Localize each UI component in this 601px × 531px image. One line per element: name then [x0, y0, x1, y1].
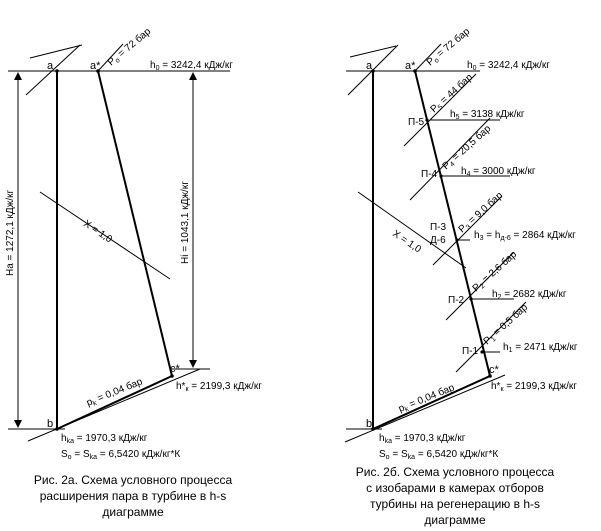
p3-name: П-3 — [430, 222, 447, 233]
isobar-pk-segment — [56, 375, 173, 430]
p5-name: П-5 — [408, 117, 425, 128]
point-b-label: b — [47, 418, 53, 430]
point-a-dot — [55, 69, 59, 73]
caption-a-line: Рис. 2а. Схема условного процесса — [33, 473, 233, 487]
b-hk-star-label: h*к = 2199,3 кДж/кг — [491, 381, 577, 393]
b-s-label: So = Ska = 6,5420 кДж/кг*К — [379, 449, 498, 461]
h0-label: h0 = 3242,4 кДж/кг — [150, 60, 233, 72]
p3-dot — [455, 238, 459, 242]
h1-label: h1 = 2471 кДж/кг — [503, 342, 578, 354]
point-c-star-label: c* — [170, 363, 181, 375]
b-point-a-star-dot — [413, 69, 417, 73]
b-point-b-dot — [371, 427, 375, 431]
h5-label: h5 = 3138 кДж/кг — [450, 109, 525, 121]
b-point-a-label: a — [366, 60, 373, 72]
p1-dot — [480, 350, 484, 354]
hk-star-label: h*к = 2199,3 кДж/кг — [176, 381, 262, 393]
b-p0-label: Po = 72 бар — [424, 25, 473, 69]
p2-dot — [469, 297, 473, 301]
p3-label: P3 = 9,0 бар — [456, 189, 506, 236]
p0-label: Po = 72 бар — [105, 25, 154, 69]
b-hka-label: hka = 1970,3 кДж/кг — [379, 433, 466, 445]
isobar-p2 — [445, 251, 515, 321]
b-point-c-star-dot — [488, 374, 492, 378]
caption-b-line: Рис. 2б. Схема условного процесса — [355, 465, 555, 479]
p5-dot — [425, 118, 429, 122]
caption-a-line: диаграмме — [102, 505, 164, 519]
b-isobar-p0-a-upper — [349, 45, 397, 58]
ha-label: Ha = 1272,1 кДж/кг — [5, 189, 16, 276]
isobar-p5 — [403, 73, 477, 147]
caption-b-line: с изобарами в камерах отборов — [366, 481, 544, 495]
point-a-label: a — [47, 60, 54, 72]
isobar-pk — [27, 368, 201, 442]
point-b-dot — [55, 427, 59, 431]
p2-name: П-2 — [448, 295, 465, 306]
b-point-c-star-label: c* — [489, 364, 500, 376]
caption-b-line: турбины на регенерацию в h-s — [369, 497, 541, 511]
p4-name: П-4 — [421, 169, 438, 180]
hi-label: Hi = 1043,1 кДж/кг — [180, 181, 191, 264]
point-c-star-dot — [170, 374, 174, 378]
b-point-b-label: b — [366, 418, 372, 430]
b-point-a-dot — [371, 69, 375, 73]
b-isobar-p0-line — [414, 43, 442, 72]
b-saturation-line-x1 — [357, 191, 467, 269]
h3-label: h3 = hд-6 = 2864 кДж/кг — [474, 230, 576, 242]
hka-label: hka = 1970,3 кДж/кг — [61, 433, 148, 445]
caption-b: Рис. 2б. Схема условного процесса с изоб… — [330, 464, 580, 528]
p4-dot — [439, 174, 443, 178]
caption-b-line: диаграмме — [424, 513, 486, 527]
d6-name: Д-6 — [430, 235, 446, 246]
b-isobar-pk-segment — [372, 375, 491, 430]
h4-label: h4 = 3000 кДж/кг — [461, 166, 536, 178]
isobar-p0-line — [97, 43, 124, 72]
point-a-star-label: a* — [90, 60, 101, 72]
p2-label: P2 = 2,6 бар — [470, 248, 520, 295]
h2-label: h2 = 2682 кДж/кг — [492, 289, 567, 301]
p1-name: П-1 — [462, 346, 479, 357]
isobar-p3 — [432, 195, 503, 266]
b-point-a-star-label: a* — [405, 60, 416, 72]
p1-label: P1 = 0,5 бар — [481, 301, 531, 348]
saturation-line-x1 — [39, 191, 171, 280]
isobar-p0-a-lower — [25, 44, 81, 96]
b-isobar-pk — [344, 374, 506, 443]
isobar-p0-a-upper — [29, 44, 83, 59]
caption-a-line: расширения пара в турбине в h-s — [39, 489, 227, 503]
diagram-b: a a* b c* Po = 72 бар h0 = 3242,4 кДж/кг… — [344, 25, 578, 461]
point-a-star-dot — [96, 69, 100, 73]
diagram-a: a a* b c* Po = 72 бар h0 = 3242,4 кДж/кг… — [5, 25, 262, 461]
caption-a: Рис. 2а. Схема условного процесса расшир… — [8, 472, 258, 520]
b-x-label: X = 1,0 — [390, 228, 423, 255]
s-label: So = Ska = 6,5420 кДж/кг*К — [61, 449, 180, 461]
isobar-p4 — [409, 117, 491, 201]
process-line-a-star-c-star — [97, 70, 173, 377]
x-label: X = 1,0 — [81, 218, 114, 245]
b-h0-label: h0 = 3242,4 кДж/кг — [467, 60, 550, 72]
isobar-p1 — [455, 301, 527, 373]
